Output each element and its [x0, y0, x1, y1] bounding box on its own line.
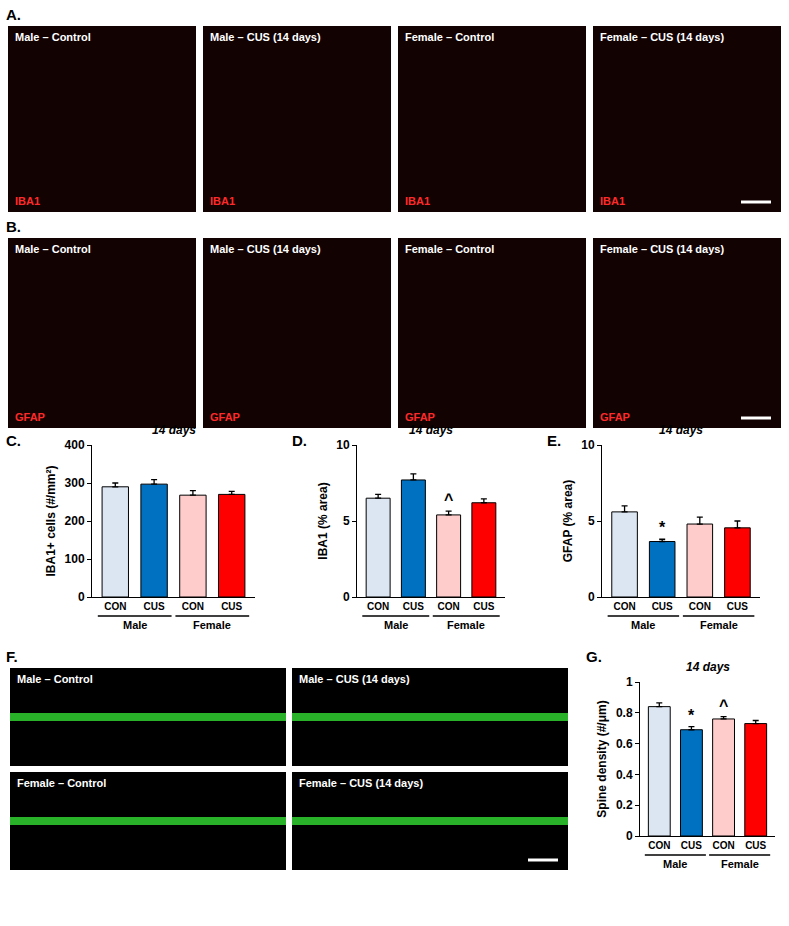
svg-text:5: 5 — [588, 514, 595, 528]
svg-text:CON: CON — [182, 601, 204, 612]
svg-text:100: 100 — [65, 552, 85, 566]
svg-text:Male – CUS (14 days): Male – CUS (14 days) — [210, 243, 321, 255]
svg-text:0.8: 0.8 — [616, 706, 633, 720]
svg-text:Male – CUS (14 days): Male – CUS (14 days) — [210, 31, 321, 43]
svg-text:IBA1: IBA1 — [600, 195, 625, 207]
svg-text:CON: CON — [613, 601, 635, 612]
svg-text:GFAP: GFAP — [405, 411, 435, 423]
svg-text:0.4: 0.4 — [616, 768, 633, 782]
svg-text:Female: Female — [700, 619, 738, 631]
svg-text:CUS: CUS — [144, 601, 165, 612]
svg-text:^: ^ — [719, 697, 728, 714]
svg-text:GFAP: GFAP — [15, 411, 45, 423]
svg-text:Male: Male — [631, 619, 655, 631]
svg-text:10: 10 — [581, 438, 595, 452]
svg-text:Female – CUS (14 days): Female – CUS (14 days) — [600, 243, 724, 255]
svg-text:G.: G. — [586, 648, 602, 665]
svg-text:CUS: CUS — [221, 601, 242, 612]
svg-text:Male – CUS (14 days): Male – CUS (14 days) — [299, 673, 410, 685]
svg-text:300: 300 — [65, 476, 85, 490]
svg-text:400: 400 — [65, 438, 85, 452]
svg-text:GFAP: GFAP — [210, 411, 240, 423]
svg-text:Male: Male — [663, 858, 687, 870]
svg-text:CUS: CUS — [745, 840, 766, 851]
svg-text:Female: Female — [721, 858, 759, 870]
svg-text:Female: Female — [193, 619, 231, 631]
svg-text:CON: CON — [648, 840, 670, 851]
svg-text:Female – Control: Female – Control — [405, 243, 494, 255]
svg-text:IBA1 (% area): IBA1 (% area) — [316, 482, 330, 559]
svg-text:Male: Male — [384, 619, 408, 631]
svg-text:CUS: CUS — [652, 601, 673, 612]
svg-text:IBA1: IBA1 — [210, 195, 235, 207]
svg-text:0.6: 0.6 — [616, 737, 633, 751]
svg-text:IBA1+ cells (#/mm²): IBA1+ cells (#/mm²) — [44, 465, 58, 576]
svg-text:14 days: 14 days — [686, 660, 730, 674]
svg-text:Male – Control: Male – Control — [17, 673, 93, 685]
svg-text:Male: Male — [123, 619, 147, 631]
svg-text:200: 200 — [65, 514, 85, 528]
svg-text:0: 0 — [343, 590, 350, 604]
svg-text:CON: CON — [104, 601, 126, 612]
svg-text:10: 10 — [336, 438, 350, 452]
svg-text:CUS: CUS — [403, 601, 424, 612]
svg-text:0: 0 — [588, 590, 595, 604]
svg-text:GFAP: GFAP — [600, 411, 630, 423]
svg-text:Male – Control: Male – Control — [15, 31, 91, 43]
svg-text:IBA1: IBA1 — [405, 195, 430, 207]
svg-text:Female – CUS (14 days): Female – CUS (14 days) — [299, 777, 423, 789]
svg-text:C.: C. — [6, 432, 21, 449]
svg-text:*: * — [659, 519, 666, 536]
svg-text:Female: Female — [447, 619, 485, 631]
svg-text:0: 0 — [626, 829, 633, 843]
svg-text:14 days: 14 days — [659, 423, 703, 437]
svg-text:IBA1: IBA1 — [15, 195, 40, 207]
svg-text:CON: CON — [689, 601, 711, 612]
svg-text:Male – Control: Male – Control — [15, 243, 91, 255]
svg-text:A.: A. — [6, 6, 21, 23]
svg-text:*: * — [688, 707, 695, 724]
svg-text:14 days: 14 days — [409, 423, 453, 437]
svg-text:D.: D. — [292, 432, 307, 449]
svg-text:CON: CON — [367, 601, 389, 612]
svg-text:Female – Control: Female – Control — [405, 31, 494, 43]
svg-text:E.: E. — [547, 432, 561, 449]
svg-text:CUS: CUS — [473, 601, 494, 612]
svg-text:^: ^ — [444, 491, 453, 508]
svg-text:CUS: CUS — [727, 601, 748, 612]
svg-text:F.: F. — [6, 648, 18, 665]
svg-text:CUS: CUS — [681, 840, 702, 851]
svg-text:GFAP (% area): GFAP (% area) — [561, 480, 575, 562]
svg-text:0.2: 0.2 — [616, 798, 633, 812]
svg-text:5: 5 — [343, 514, 350, 528]
svg-text:Spine density (#/μm): Spine density (#/μm) — [595, 700, 609, 817]
svg-text:1: 1 — [626, 675, 633, 689]
svg-text:0: 0 — [78, 590, 85, 604]
svg-text:CON: CON — [438, 601, 460, 612]
svg-text:14 days: 14 days — [152, 423, 196, 437]
svg-text:B.: B. — [6, 218, 21, 235]
svg-text:Female – Control: Female – Control — [17, 777, 106, 789]
svg-text:CON: CON — [712, 840, 734, 851]
svg-text:Female – CUS (14 days): Female – CUS (14 days) — [600, 31, 724, 43]
